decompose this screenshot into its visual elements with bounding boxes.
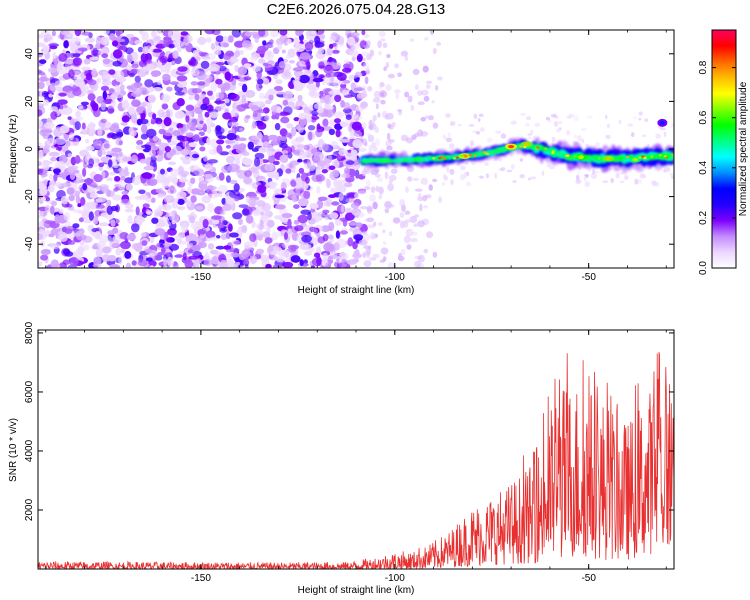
spectrogram-signal-band: [359, 118, 674, 173]
snr-ylabel: SNR (10 * v/v): [8, 418, 19, 482]
spectrogram-noise-layer: [38, 30, 674, 268]
colorbar-tick-label: 0.0: [698, 261, 709, 275]
spectrogram-xtick-label: -100: [385, 272, 405, 283]
colorbar-ticks: 0.0 0.2 0.4 0.6 0.8: [698, 60, 736, 275]
spectrogram-ylabel: Frequency (Hz): [8, 115, 19, 184]
snr-panel: -150 -100 -50 2000 4000 6000 8000 Height of st…: [8, 321, 675, 596]
figure-title: C2E6.2026.075.04.28.G13: [266, 1, 446, 18]
colorbar-tick-label: 0.2: [698, 211, 709, 225]
spectrogram-axis-ticks: -150 -100 -50 -40 -20 0 20 40: [24, 30, 674, 283]
spectrogram-xtick-label: -50: [581, 272, 596, 283]
snr-xlabel: Height of straight line (km): [298, 585, 415, 596]
snr-series-line: [38, 352, 674, 569]
spectrogram-xlabel: Height of straight line (km): [298, 285, 415, 296]
spectrogram-ytick-label: -40: [24, 237, 35, 252]
spectrogram-ytick-label: -20: [24, 189, 35, 204]
snr-ytick-label: 6000: [24, 380, 35, 403]
spectrogram-ytick-label: 20: [24, 95, 35, 107]
spectrogram-xtick-label: -150: [191, 272, 211, 283]
spectrogram-panel: -150 -100 -50 -40 -20 0 20 40 Height of straigh…: [8, 29, 675, 296]
colorbar: 0.0 0.2 0.4 0.6 0.8 Normalized spectral ampl…: [698, 29, 749, 275]
snr-xtick-label: -50: [581, 573, 596, 584]
colorbar-tick-label: 0.4: [698, 160, 709, 174]
snr-ytick-label: 8000: [24, 321, 35, 344]
colorbar-tick-label: 0.8: [698, 60, 709, 74]
snr-xtick-label: -150: [191, 573, 211, 584]
snr-ytick-label: 4000: [24, 439, 35, 462]
spectrogram-ytick-label: 0: [24, 146, 35, 152]
snr-axis-ticks: -150 -100 -50 2000 4000 6000 8000: [24, 321, 674, 584]
snr-xtick-label: -100: [385, 573, 405, 584]
snr-ytick-label: 2000: [24, 498, 35, 521]
colorbar-scale: [711, 29, 737, 269]
colorbar-tick-label: 0.6: [698, 110, 709, 124]
colorbar-label: Normalized spectral amplitude: [738, 81, 749, 216]
spectrogram-ytick-label: 40: [24, 48, 35, 60]
